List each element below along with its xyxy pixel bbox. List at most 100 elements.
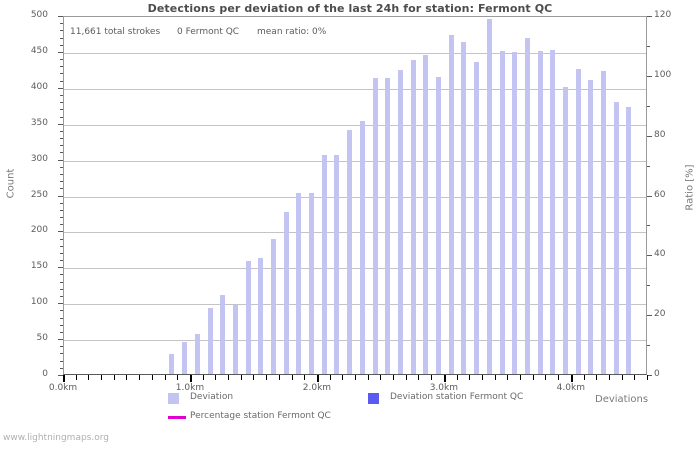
y-tick-mark-right	[647, 255, 652, 257]
y-tick-mark-left	[58, 231, 63, 233]
gridlines	[64, 17, 646, 374]
y-tick-mark-right	[647, 16, 652, 17]
y-tick-label-left: 400	[30, 81, 48, 92]
y-tick-label-right: 80	[654, 129, 666, 140]
bar	[347, 129, 353, 374]
x-tick-mark-minor	[494, 375, 496, 380]
y-tick-mark-left-minor	[60, 296, 63, 298]
bar	[423, 55, 429, 374]
x-tick-mark-minor	[202, 375, 204, 380]
bar	[410, 59, 416, 374]
bar	[448, 35, 454, 374]
x-tick-mark-minor	[101, 375, 103, 380]
y-tick-label-left: 250	[30, 189, 48, 200]
y-tick-mark-left-minor	[60, 94, 63, 96]
y-tick-mark-left-minor	[60, 44, 63, 46]
bar	[461, 42, 467, 374]
y-tick-mark-left-minor	[60, 281, 63, 283]
y-tick-mark-right-minor	[647, 345, 650, 347]
y-tick-mark-left-minor	[60, 252, 63, 254]
x-tick-mark-minor	[240, 375, 242, 380]
y-tick-label-left: 300	[30, 153, 48, 164]
bar	[601, 71, 607, 374]
y-tick-mark-right-minor	[647, 225, 650, 227]
x-tick-mark-major	[189, 375, 192, 382]
y-tick-mark-left	[58, 267, 63, 269]
x-tick-mark-major	[570, 375, 573, 382]
x-tick-mark-minor	[596, 375, 598, 380]
bar	[575, 68, 581, 374]
y-tick-mark-left-minor	[60, 209, 63, 211]
y-tick-label-left: 150	[30, 261, 48, 272]
legend-label-deviation-station: Deviation station Fermont QC	[390, 392, 524, 402]
x-tick-mark-minor	[355, 375, 356, 380]
legend-swatch-deviation-icon	[168, 393, 179, 404]
bar	[321, 155, 327, 374]
gridline	[64, 196, 646, 198]
y-tick-mark-left-minor	[60, 37, 63, 39]
y-tick-mark-right	[647, 195, 652, 197]
y-tick-mark-left-minor	[60, 360, 63, 362]
y-tick-mark-left-minor	[60, 181, 63, 183]
y-tick-mark-left	[58, 303, 63, 305]
y-axis-right-label: Ratio [%]	[684, 164, 696, 211]
bar	[220, 295, 226, 374]
bar	[385, 78, 391, 374]
y-tick-label-left: 200	[30, 225, 48, 236]
y-tick-label-left: 500	[30, 10, 48, 20]
y-tick-label-left: 450	[30, 45, 48, 56]
legend-line-percentage-icon	[168, 416, 186, 419]
x-tick-mark-minor	[621, 375, 623, 380]
gridline	[64, 304, 646, 306]
x-tick-mark-minor	[113, 375, 115, 380]
x-tick-label: 0.0km	[48, 383, 78, 393]
y-tick-mark-right	[647, 375, 652, 376]
y-tick-mark-left-minor	[60, 324, 63, 326]
y-tick-mark-left-minor	[60, 288, 63, 290]
bar	[613, 101, 619, 374]
bar	[499, 50, 505, 374]
y-tick-mark-left	[58, 195, 63, 197]
x-tick-label: 2.0km	[302, 383, 332, 393]
x-tick-mark-minor	[266, 375, 268, 380]
gridline	[64, 340, 646, 342]
y-tick-mark-left-minor	[60, 80, 63, 82]
y-tick-mark-left	[58, 51, 63, 53]
y-tick-label-left: 0	[42, 369, 48, 379]
y-tick-mark-left-minor	[60, 66, 63, 68]
y-tick-mark-left-minor	[60, 245, 63, 247]
gridline	[64, 52, 646, 54]
y-tick-mark-left-minor	[60, 310, 63, 312]
y-tick-mark-right-minor	[647, 165, 650, 167]
y-tick-mark-right-minor	[647, 285, 650, 287]
y-tick-mark-left	[58, 339, 63, 341]
bar	[194, 333, 200, 374]
bar	[550, 50, 556, 374]
y-tick-label-right: 120	[654, 10, 672, 20]
x-tick-mark-minor	[177, 375, 179, 380]
x-tick-mark-major	[443, 375, 446, 382]
x-tick-label: 3.0km	[429, 383, 459, 393]
x-tick-mark-minor	[215, 375, 217, 380]
x-tick-mark-minor	[88, 375, 90, 380]
x-tick-mark-minor	[342, 375, 344, 380]
bar	[512, 51, 518, 374]
y-tick-mark-right	[647, 75, 652, 77]
x-tick-mark-minor	[558, 375, 560, 380]
bar	[359, 121, 365, 374]
gridline	[64, 160, 646, 162]
x-tick-mark-minor	[329, 375, 331, 380]
x-tick-mark-minor	[228, 375, 230, 380]
y-tick-mark-left	[58, 159, 63, 161]
x-tick-mark-minor	[608, 375, 610, 380]
x-tick-mark-minor	[418, 375, 420, 380]
x-tick-mark-minor	[393, 375, 395, 380]
x-tick-mark-minor	[545, 375, 547, 380]
bar	[486, 18, 492, 374]
x-tick-mark-minor	[164, 375, 166, 380]
x-tick-mark-minor	[481, 375, 483, 380]
x-tick-mark-minor	[532, 375, 534, 380]
bar	[524, 37, 530, 374]
y-tick-mark-left-minor	[60, 224, 63, 226]
bar	[372, 78, 378, 374]
